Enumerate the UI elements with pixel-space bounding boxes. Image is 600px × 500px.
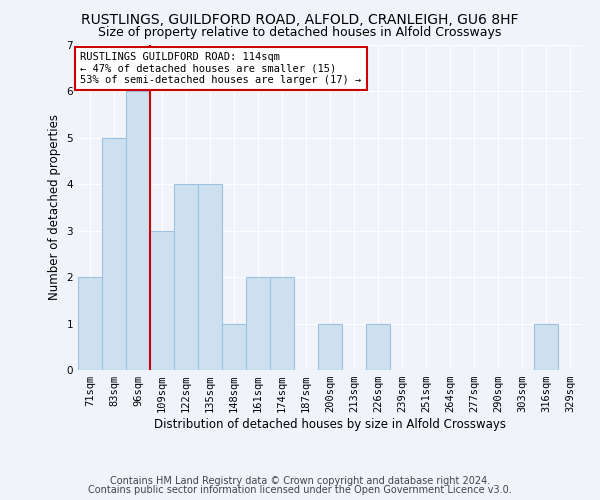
- Bar: [246, 277, 270, 370]
- Bar: [534, 324, 558, 370]
- Bar: [270, 277, 294, 370]
- X-axis label: Distribution of detached houses by size in Alfold Crossways: Distribution of detached houses by size …: [154, 418, 506, 431]
- Bar: [174, 184, 198, 370]
- Text: RUSTLINGS, GUILDFORD ROAD, ALFOLD, CRANLEIGH, GU6 8HF: RUSTLINGS, GUILDFORD ROAD, ALFOLD, CRANL…: [81, 12, 519, 26]
- Y-axis label: Number of detached properties: Number of detached properties: [48, 114, 61, 300]
- Bar: [150, 230, 174, 370]
- Text: Contains HM Land Registry data © Crown copyright and database right 2024.: Contains HM Land Registry data © Crown c…: [110, 476, 490, 486]
- Bar: [198, 184, 222, 370]
- Bar: [102, 138, 126, 370]
- Bar: [366, 324, 390, 370]
- Text: Size of property relative to detached houses in Alfold Crossways: Size of property relative to detached ho…: [98, 26, 502, 39]
- Bar: [222, 324, 246, 370]
- Bar: [318, 324, 342, 370]
- Bar: [78, 277, 102, 370]
- Text: RUSTLINGS GUILDFORD ROAD: 114sqm
← 47% of detached houses are smaller (15)
53% o: RUSTLINGS GUILDFORD ROAD: 114sqm ← 47% o…: [80, 52, 362, 85]
- Bar: [126, 92, 150, 370]
- Text: Contains public sector information licensed under the Open Government Licence v3: Contains public sector information licen…: [88, 485, 512, 495]
